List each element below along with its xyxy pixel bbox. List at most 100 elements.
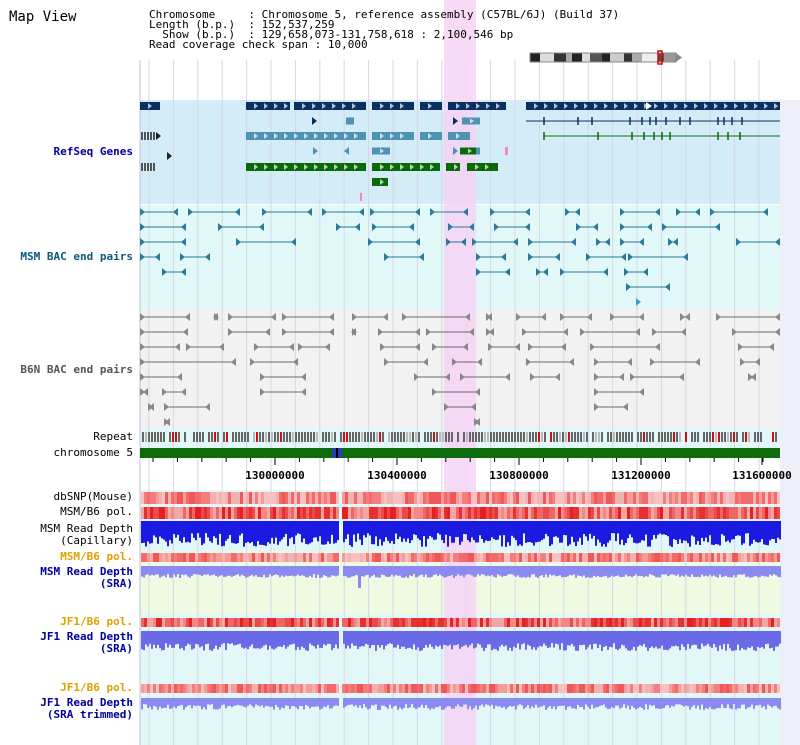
depth-bar [309,698,311,709]
depth-bar [521,566,523,578]
feature-arrow [183,328,188,336]
feature-arrow [665,283,670,291]
feature-arrow [384,358,389,366]
heatmap-cell [669,507,672,519]
depth-bar [403,698,405,709]
heatmap-cell [438,618,441,627]
depth-bar [485,566,487,577]
depth-bar [415,521,417,535]
depth-bar [427,631,429,648]
depth-bar [175,566,177,577]
depth-bar [773,521,775,540]
depth-bar [617,521,619,534]
heatmap-cell [618,553,621,562]
heatmap-cell [456,684,459,693]
depth-bar [675,521,677,540]
feature-arrow [624,268,629,276]
heatmap-cell [633,507,636,519]
depth-bar [203,566,205,575]
heatmap-cell [183,553,186,562]
heatmap-cell [300,553,303,562]
track-label-b6n-bac[interactable]: B6N BAC end pairs [20,363,133,376]
depth-bar [173,698,175,707]
repeat-element [481,432,483,442]
heatmap-cell [261,553,264,562]
heatmap-cell [324,507,327,519]
heatmap-cell [426,507,429,519]
depth-bar [705,566,707,576]
depth-bar [337,631,339,649]
depth-bar [321,521,323,545]
heatmap-cell [399,684,402,693]
depth-bar [397,566,399,576]
heatmap-cell [144,492,147,504]
heatmap-cell [717,553,720,562]
heatmap-cell [774,618,777,627]
depth-bar [313,521,315,538]
heatmap-cell [636,507,639,519]
depth-bar [775,631,777,647]
repeat-element [265,432,267,442]
heatmap-cell [231,684,234,693]
depth-bar [557,566,559,576]
depth-bar [373,521,375,545]
heatmap-cell [735,684,738,693]
feature-arrow [205,253,210,261]
depth-bar [291,631,293,645]
repeat-element [478,432,480,442]
depth-bar [245,521,247,543]
depth-bar [289,566,291,576]
depth-bar [509,631,511,648]
heatmap-cell [489,684,492,693]
track-label-refseq-genes[interactable]: RefSeq Genes [53,145,133,158]
depth-bar [143,698,145,705]
repeat-element [721,432,723,442]
depth-bar [303,521,305,539]
heatmap-cell [147,507,150,519]
depth-bar [421,631,423,651]
depth-bar [765,566,767,577]
heatmap-cell [507,492,510,504]
depth-bar [357,521,359,534]
heatmap-cell [567,684,570,693]
depth-bar [705,521,707,538]
depth-bar [263,521,265,546]
heatmap-cell [669,618,672,627]
depth-bar [337,698,339,706]
depth-bar [613,631,615,644]
heatmap-cell [405,684,408,693]
depth-bar [255,631,257,649]
repeat-element [748,432,750,442]
depth-bar [767,566,769,577]
depth-bar [265,566,267,578]
heatmap-cell [252,492,255,504]
heatmap-cell [345,618,348,627]
depth-bar [611,566,613,576]
depth-bar [303,698,305,710]
depth-bar [473,631,475,649]
repeat-element [679,432,681,442]
depth-bar [621,566,623,577]
track-label-msm-bac[interactable]: MSM BAC end pairs [20,250,133,263]
repeat-element [502,432,504,442]
heatmap-cell [690,507,693,519]
feature-arrow [627,358,632,366]
feature-arrow [630,373,635,381]
heatmap-cell [444,492,447,504]
heatmap-cell [747,492,750,504]
depth-bar [489,521,491,541]
heatmap-cell [516,492,519,504]
depth-bar [707,566,709,577]
gene-strand-mark [390,133,394,139]
gene-strand-mark [380,164,384,170]
heatmap-cell [186,492,189,504]
depth-bar [579,698,581,708]
heatmap-cell [444,618,447,627]
repeat-element [418,432,420,442]
repeat-element [400,432,402,442]
repeat-element [757,432,759,442]
heatmap-cell [366,507,369,519]
heatmap-cell [768,507,771,519]
feature-arrow [218,223,223,231]
